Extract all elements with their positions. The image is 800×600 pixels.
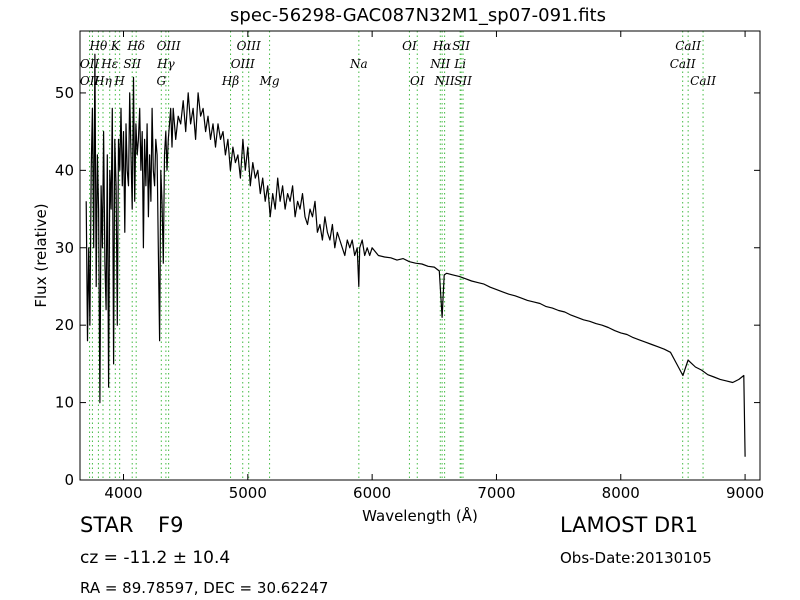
survey-name: LAMOST DR1 — [560, 513, 699, 537]
line-label: OIII — [157, 39, 181, 53]
plot-frame — [79, 30, 761, 481]
line-label: SII — [123, 57, 141, 71]
x-axis-label: Wavelength (Å) — [362, 506, 478, 525]
line-label: G — [157, 74, 167, 88]
line-label: OI — [402, 39, 417, 53]
line-label: SII — [454, 74, 472, 88]
line-label: Hε — [100, 57, 118, 71]
line-label: Mg — [259, 74, 280, 88]
line-label: CaII — [670, 57, 696, 71]
line-label: H — [113, 74, 125, 88]
line-label: Hη — [93, 74, 112, 88]
y-tick-label: 30 — [55, 239, 74, 257]
line-label: CaII — [690, 74, 716, 88]
x-tick-label: 7000 — [477, 484, 515, 502]
line-label: Hβ — [221, 74, 239, 88]
line-label: NII — [429, 57, 450, 71]
x-tick-label: 6000 — [353, 484, 391, 502]
object-class: STAR — [80, 513, 134, 537]
object-subclass: F9 — [158, 513, 184, 537]
line-label: K — [110, 39, 121, 53]
y-tick-label: 10 — [55, 394, 74, 412]
x-tick-label: 5000 — [229, 484, 267, 502]
line-label: Hθ — [89, 39, 108, 53]
observation-date: Obs-Date:20130105 — [560, 549, 712, 567]
spectrum-line — [85, 53, 746, 457]
line-label: SII — [452, 39, 470, 53]
y-axis-label: Flux (relative) — [32, 203, 50, 307]
x-tick-label: 9000 — [726, 484, 764, 502]
redshift-text: cz = -11.2 ± 10.4 — [80, 548, 231, 568]
line-label: OII — [80, 74, 100, 88]
coordinates-text: RA = 89.78597, DEC = 30.62247 — [80, 579, 329, 597]
line-label: Hγ — [156, 57, 175, 71]
y-tick-label: 0 — [64, 471, 74, 489]
line-label: CaII — [675, 39, 701, 53]
line-label: Na — [349, 57, 368, 71]
line-label: OIII — [237, 39, 261, 53]
x-tick-label: 4000 — [104, 484, 142, 502]
line-label: OII — [80, 57, 100, 71]
line-label: OI — [410, 74, 425, 88]
y-tick-label: 50 — [55, 84, 74, 102]
x-tick-label: 8000 — [602, 484, 640, 502]
line-label: Hδ — [126, 39, 145, 53]
chart-title: spec-56298-GAC087N32M1_sp07-091.fits — [230, 5, 606, 26]
line-label: OIII — [231, 57, 255, 71]
y-tick-label: 40 — [55, 161, 74, 179]
line-label: NII — [434, 74, 455, 88]
line-label: Hα — [432, 39, 452, 53]
line-label: Li — [453, 57, 466, 71]
y-tick-label: 20 — [55, 316, 74, 334]
